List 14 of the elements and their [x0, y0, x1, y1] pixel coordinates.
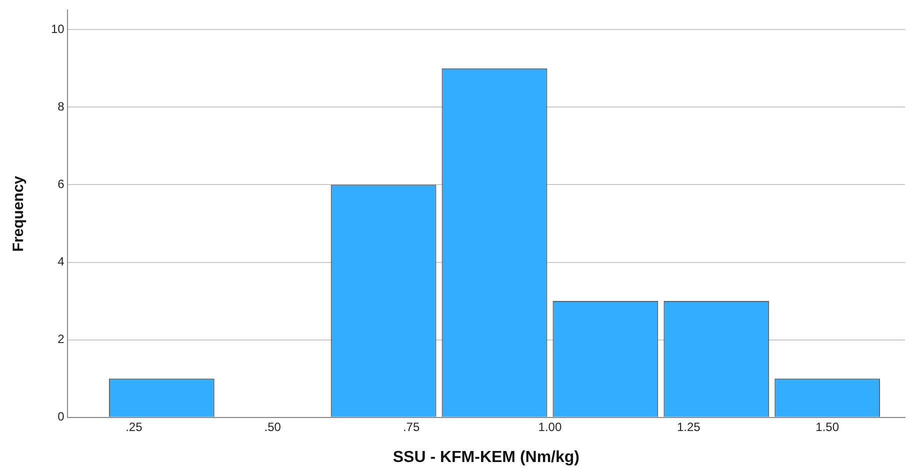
y-tick-label: 8	[58, 99, 65, 114]
x-tick-label: .50	[264, 420, 282, 434]
y-tick-label: 4	[58, 254, 65, 269]
y-tick-label: 0	[58, 410, 65, 424]
x-tick-label: .75	[402, 420, 420, 434]
y-tick-label: 2	[58, 332, 65, 346]
y-axis-title: Frequency	[10, 175, 28, 252]
x-axis-title: SSU - KFM-KEM (Nm/kg)	[392, 448, 580, 466]
y-tick-label: 6	[58, 177, 65, 192]
x-tick-label: 1.25	[676, 420, 701, 434]
x-tick-label: 1.00	[538, 420, 562, 434]
x-tick-label: 1.50	[816, 420, 840, 434]
x-tick-label: .25	[126, 420, 143, 434]
y-tick-label: 10	[50, 22, 65, 36]
